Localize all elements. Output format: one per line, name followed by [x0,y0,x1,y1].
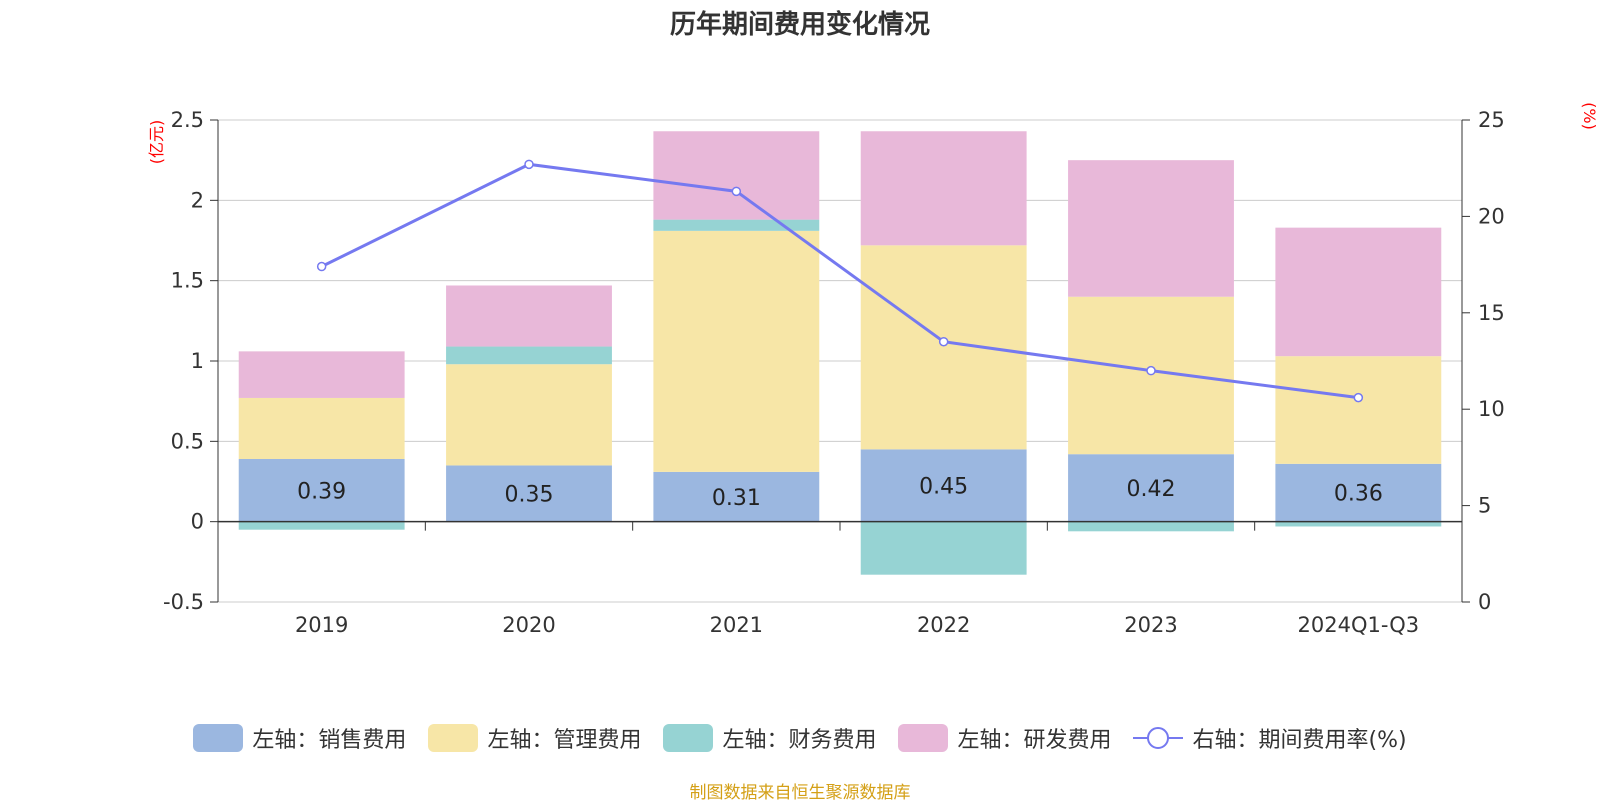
bar-segment [238,459,405,522]
chart-title: 历年期间费用变化情况 [669,10,930,40]
right-axis-tick-label: 10 [1478,397,1505,421]
bar-segment [446,346,612,365]
legend-swatch-sales [193,724,244,752]
data-label: 0.45 [919,475,968,500]
bar-segment [1068,160,1234,297]
bar-segment [1275,521,1442,527]
legend: 左轴：销售费用 左轴：管理费用 左轴：财务费用 左轴：研发费用 右轴：期间费用率… [0,718,1600,758]
x-axis-tick-label: 2022 [917,613,970,637]
left-axis-tick-label: 1 [191,349,204,373]
rate-point [938,336,949,347]
x-axis-tick-label: 2020 [502,613,555,637]
rate-point [1146,365,1156,376]
legend-swatch-finance [663,724,714,752]
data-labels: 0.39 0.35 0.31 0.45 0.42 0.36 [297,475,1383,511]
bar-segment [446,465,612,522]
bar-segment [238,397,405,460]
bar-segment [653,131,820,220]
legend-label-rnd: 左轴：研发费用 [957,728,1112,753]
right-axis-tick-label: 25 [1478,108,1505,132]
bar-segment [653,471,820,522]
data-label: 0.35 [505,483,554,508]
bar-segment [860,449,1027,522]
legend-item-rnd[interactable]: 左轴：研发费用 [898,722,1111,754]
legend-swatch-rnd [898,724,949,752]
rate-line-path [321,162,1359,400]
source-note: 制图数据来自恒生聚源数据库 [689,783,911,803]
bar-segment [860,245,1027,450]
left-axis-tick-label: -0.5 [163,590,204,614]
legend-item-finance[interactable]: 左轴：财务费用 [663,722,876,754]
legend-line-circle-icon [1133,727,1184,749]
right-axis-unit: (%) [1580,102,1599,130]
legend-label-admin: 左轴：管理费用 [487,728,642,753]
bar-segment [653,230,820,472]
legend-swatch-admin [428,724,479,752]
right-axis-tick-label: 0 [1478,590,1491,614]
bar-segment [860,521,1027,575]
legend-label-rate: 右轴：期间费用率(%) [1192,728,1407,753]
bar-segment [860,131,1027,246]
x-axis-tick-label: 2024Q1-Q3 [1298,613,1420,637]
legend-item-admin[interactable]: 左轴：管理费用 [428,722,641,754]
bar-segment [1275,356,1442,464]
bar-segment [238,521,405,530]
axes: -0.5 0 0.5 1 1.5 2 2.5 0 5 10 15 20 25 2019 2020 2021 20… [163,108,1505,637]
bar-segment [1068,521,1234,532]
left-axis-tick-label: 1.5 [171,269,204,293]
right-axis-tick-label: 20 [1478,204,1505,228]
legend-label-finance: 左轴：财务费用 [722,728,877,753]
right-axis-tick-label: 15 [1478,301,1505,325]
bar-segment [1068,454,1234,522]
left-axis-tick-label: 0.5 [171,429,204,453]
bar-segment [1068,296,1234,455]
data-label: 0.42 [1127,477,1176,502]
grid-lines [218,119,1462,603]
x-axis-tick-label: 2019 [295,613,348,637]
bar-segment [446,285,612,347]
right-axis-tick-label: 5 [1478,494,1491,518]
rate-point [524,159,534,170]
bar-segment [1275,227,1442,357]
data-label: 0.39 [297,479,346,504]
x-axis-tick-label: 2021 [710,613,763,637]
rate-point [1353,392,1364,403]
rate-point [316,261,327,272]
legend-item-rate[interactable]: 右轴：期间费用率(%) [1133,722,1407,754]
rate-point [731,186,742,197]
legend-label-sales: 左轴：销售费用 [252,728,407,753]
bar-stacks [238,131,1442,575]
left-axis-unit: (亿元) [147,120,166,165]
left-axis-tick-label: 2 [191,188,204,212]
data-label: 0.31 [712,486,761,511]
bar-segment [446,364,612,466]
left-axis-tick-label: 0 [191,510,204,534]
x-axis-tick-label: 2023 [1124,613,1177,637]
rate-line [316,159,1364,403]
left-axis-tick-label: 2.5 [171,108,204,132]
bar-segment [1275,463,1442,522]
bar-segment [653,219,820,231]
bar-segment [238,351,405,398]
data-label: 0.36 [1334,482,1383,507]
legend-item-sales[interactable]: 左轴：销售费用 [193,722,406,754]
